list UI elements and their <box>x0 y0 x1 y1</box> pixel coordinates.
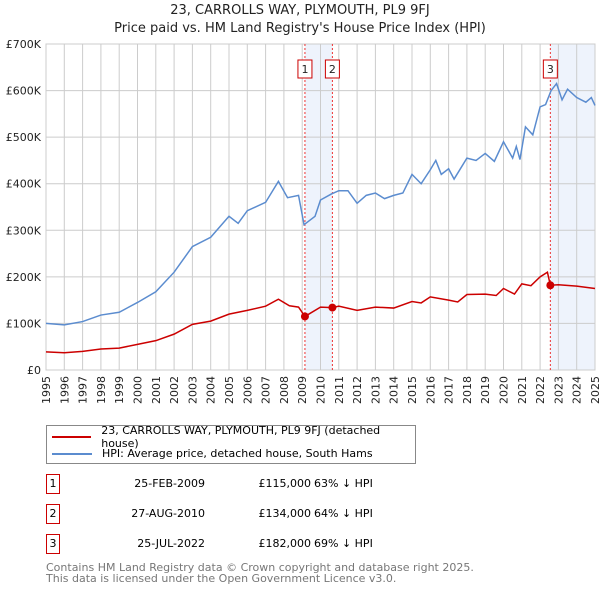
sale-marker-box <box>324 59 340 79</box>
y-tick-label: £100K <box>6 317 42 330</box>
x-tick-label: 2009 <box>296 376 309 404</box>
sale-hpi-diff: 69% ↓ HPI <box>314 537 373 550</box>
sale-point <box>546 281 555 290</box>
x-tick-label: 1996 <box>58 376 71 404</box>
x-tick-label: 1997 <box>77 376 90 404</box>
sale-point <box>300 312 309 321</box>
sale-point <box>328 303 337 312</box>
sale-date: 27-AUG-2010 <box>131 507 205 520</box>
sale-number: 1 <box>46 474 60 494</box>
x-tick-label: 2015 <box>406 376 419 404</box>
series-line <box>45 82 596 326</box>
x-tick-label: 2022 <box>534 376 547 404</box>
sale-date: 25-JUL-2022 <box>137 537 205 550</box>
x-tick-label: 2005 <box>223 376 236 404</box>
y-tick-label: £400K <box>6 178 42 191</box>
x-tick-label: 1995 <box>40 376 53 404</box>
sale-hpi-diff: 64% ↓ HPI <box>314 507 373 520</box>
sale-number: 3 <box>46 534 60 554</box>
sale-date: 25-FEB-2009 <box>134 477 205 490</box>
sale-marker-box <box>542 59 558 79</box>
y-tick-label: £200K <box>6 271 42 284</box>
legend-blue-line <box>52 452 92 455</box>
x-tick-label: 1999 <box>113 376 126 404</box>
x-tick-label: 2014 <box>388 376 401 404</box>
x-tick-label: 2024 <box>571 376 584 404</box>
x-tick-label: 2020 <box>498 376 511 404</box>
sale-number: 2 <box>46 504 60 524</box>
sale-price: £134,000 <box>258 507 312 520</box>
x-tick-label: 2007 <box>260 376 273 404</box>
sale-row: 1 25-FEB-2009 £115,000 63% ↓ HPI <box>46 474 446 494</box>
x-tick-label: 2013 <box>369 376 382 404</box>
x-tick-label: 2004 <box>205 376 218 404</box>
sale-marker-box <box>297 59 313 79</box>
sale-row: 2 27-AUG-2010 £134,000 64% ↓ HPI <box>46 504 446 524</box>
chart-subtitle: Price paid vs. HM Land Registry's House … <box>114 21 486 36</box>
price-chart: 1995 1996 1997 1998 1999 2000 2001 2002 2003 2004… <box>6 38 600 404</box>
x-tick-label: 2019 <box>479 376 492 404</box>
sale-marker-label: 2 <box>329 63 336 76</box>
sale-price: £115,000 <box>258 477 312 490</box>
sale-price: £182,000 <box>258 537 312 550</box>
x-tick-label: 2025 <box>589 376 600 404</box>
sale-marker-label: 3 <box>547 63 554 76</box>
y-tick-label: £600K <box>6 85 42 98</box>
x-tick-label: 2018 <box>461 376 474 404</box>
x-tick-label: 2016 <box>424 376 437 404</box>
y-tick-label: £700K <box>6 38 42 51</box>
footer-copyright: Contains HM Land Registry data © Crown c… <box>46 561 474 574</box>
sale-row: 3 25-JUL-2022 £182,000 69% ↓ HPI <box>46 534 446 554</box>
plot-frame <box>45 43 596 371</box>
sale-hpi-diff: 63% ↓ HPI <box>314 477 373 490</box>
series-line <box>45 270 596 354</box>
x-tick-label: 2010 <box>315 376 328 404</box>
x-tick-label: 2001 <box>150 376 163 404</box>
x-tick-label: 2002 <box>168 376 181 404</box>
x-tick-label: 2021 <box>516 376 529 404</box>
y-tick-label: £0 <box>27 364 41 377</box>
sale-marker-label: 1 <box>301 63 308 76</box>
x-tick-label: 2006 <box>241 376 254 404</box>
legend-hpi: HPI: Average price, detached house, Sout… <box>102 447 373 460</box>
chart-title: 23, CARROLLS WAY, PLYMOUTH, PL9 9FJ <box>170 3 430 18</box>
y-tick-label: £300K <box>6 224 42 237</box>
footer-licence: This data is licensed under the Open Gov… <box>46 572 397 585</box>
legend-property: 23, CARROLLS WAY, PLYMOUTH, PL9 9FJ (det… <box>101 423 381 450</box>
x-tick-label: 2017 <box>443 376 456 404</box>
y-tick-label: £500K <box>6 131 42 144</box>
legend: 23, CARROLLS WAY, PLYMOUTH, PL9 9FJ (det… <box>46 423 416 464</box>
x-tick-label: 2011 <box>333 376 346 404</box>
x-tick-label: 2003 <box>186 376 199 404</box>
x-tick-label: 2023 <box>552 376 565 404</box>
legend-red-line <box>52 435 92 438</box>
shaded-period <box>550 44 595 370</box>
x-tick-label: 2000 <box>132 376 145 404</box>
x-tick-label: 2008 <box>278 376 291 404</box>
x-tick-label: 2012 <box>351 376 364 404</box>
x-tick-label: 1998 <box>95 376 108 404</box>
